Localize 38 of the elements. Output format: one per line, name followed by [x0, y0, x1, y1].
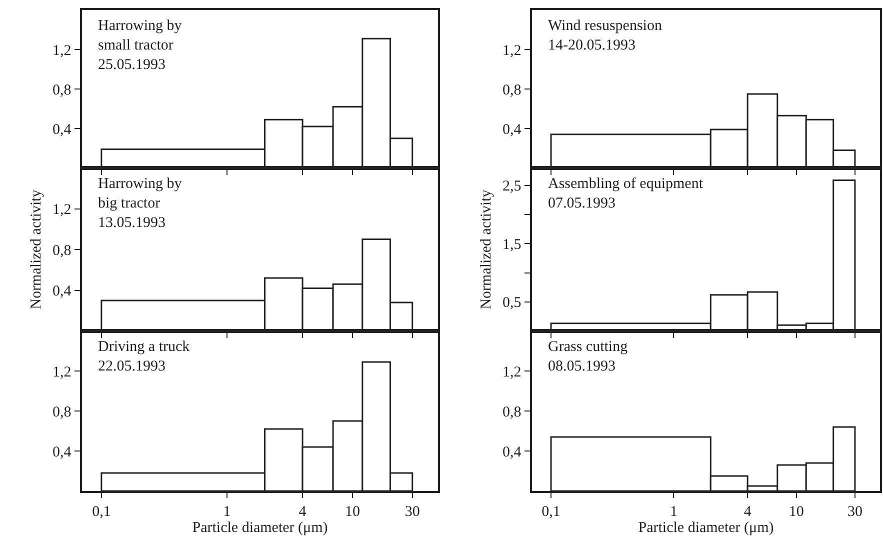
y-tick-label: 1,2: [52, 202, 72, 218]
y-tick-label: 0,4: [52, 444, 72, 460]
y-tick-label: 2,5: [502, 178, 522, 195]
y-tick-label: 1,2: [502, 364, 522, 380]
y-tick-label: 0,8: [502, 82, 522, 98]
x-tick-label: 1: [670, 504, 678, 520]
y-tick-label: 0,8: [52, 404, 72, 420]
x-tick-label: 0,1: [92, 504, 111, 520]
text: Harrowing by small tractor 25.05.1993: [98, 18, 182, 73]
x-tick-label: 30: [847, 504, 862, 520]
y-tick-label: 1,2: [52, 42, 72, 59]
y-tick-label: 1,2: [502, 42, 522, 59]
y-tick-label: 0,4: [52, 122, 72, 138]
y-tick-label: 0,8: [52, 242, 72, 259]
y-tick-label: 0,8: [502, 404, 522, 420]
x-tick-label: 4: [298, 504, 307, 520]
x-tick-label: 10: [344, 504, 360, 520]
x-tick-label: 10: [788, 504, 804, 520]
x-tick-label: 0,1: [542, 504, 560, 520]
y-tick-label: 0,8: [52, 82, 72, 98]
x-tick-label: 1: [223, 504, 231, 520]
text: Wind resuspension 14-20.05.1993: [548, 18, 662, 54]
y-tick-label: 0,4: [502, 444, 522, 460]
x-tick-label: 4: [744, 504, 752, 520]
x-axis-title: Particle diameter (μm): [192, 520, 328, 536]
y-tick-label: 1,5: [502, 236, 522, 253]
text: Grass cutting 08.05.1993: [548, 339, 628, 374]
text: Harrowing by big tractor 13.05.1993: [98, 176, 182, 231]
text: Driving a truck 22.05.1993: [98, 339, 190, 374]
y-tick-label: 0,4: [52, 284, 72, 300]
x-tick-label: 30: [404, 504, 420, 520]
y-tick-label: 1,2: [52, 364, 72, 380]
y-axis-title: Normalized activity: [478, 189, 494, 310]
y-axis-title: Normalized activity: [28, 189, 44, 310]
y-tick-label: 0,5: [502, 295, 522, 312]
y-tick-label: 0,4: [502, 122, 522, 138]
x-axis-title: Particle diameter (μm): [638, 520, 774, 536]
text: Assembling of equipment 07.05.1993: [548, 176, 704, 212]
